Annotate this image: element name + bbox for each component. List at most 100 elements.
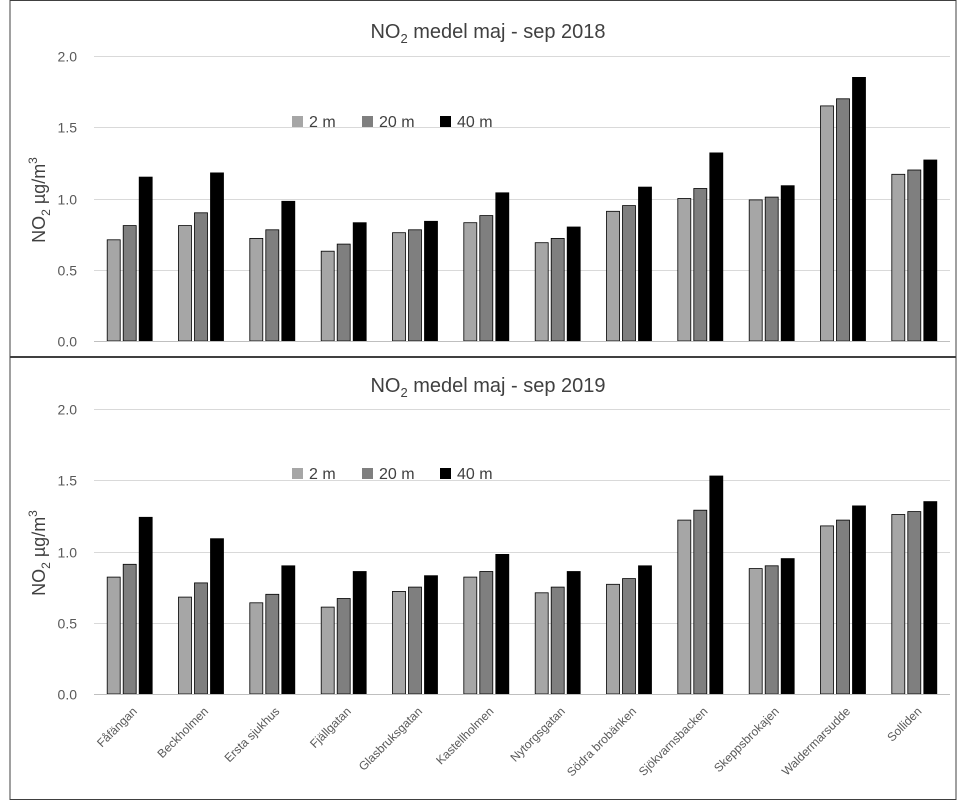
- bar-20m: [764, 565, 779, 695]
- bar-40m: [566, 571, 581, 695]
- bar-2m: [392, 232, 406, 342]
- bar-40m: [852, 505, 866, 695]
- legend-swatch-40m: [440, 468, 451, 479]
- bar-40m: [424, 220, 438, 342]
- legend-label-20m: 20 m: [379, 114, 415, 131]
- y-ticks: 0.0 0.5 1.0 1.5 2.0: [58, 49, 78, 350]
- bar-40m: [495, 554, 510, 695]
- bar-2m: [178, 225, 192, 342]
- bar-40m: [780, 558, 795, 695]
- bar-40m: [352, 222, 367, 342]
- legend: 2 m 20 m 40 m: [292, 114, 493, 131]
- chart-title: NO2 medel maj - sep 2018: [370, 21, 605, 46]
- gridlines: [94, 409, 950, 624]
- legend-label-20m: 20 m: [379, 466, 415, 483]
- bar-20m: [764, 196, 779, 342]
- bar-40m: [638, 565, 652, 695]
- bar-2m: [606, 583, 620, 695]
- bar-20m: [907, 511, 922, 695]
- bar-20m: [693, 188, 708, 342]
- bar-40m: [566, 226, 581, 342]
- bar-20m: [550, 237, 565, 342]
- bar-20m: [336, 598, 351, 695]
- bar-2m: [249, 237, 264, 342]
- bar-40m: [210, 538, 224, 695]
- y-tick-label: 0.0: [58, 687, 78, 703]
- bar-20m: [693, 509, 708, 695]
- bar-2m: [178, 596, 192, 695]
- y-tick-label: 0.5: [58, 616, 78, 632]
- legend-swatch-2m: [292, 468, 303, 479]
- bar-40m: [281, 200, 296, 342]
- bar-20m: [336, 243, 351, 342]
- bar-40m: [424, 575, 438, 695]
- bar-2m: [106, 576, 121, 695]
- legend-swatch-20m: [362, 468, 373, 479]
- bar-40m: [495, 192, 510, 342]
- y-ticks: 0.0 0.5 1.0 1.5 2.0: [58, 402, 78, 703]
- bar-2m: [534, 592, 549, 695]
- bar-40m: [709, 475, 724, 695]
- bar-20m: [550, 586, 565, 695]
- bar-40m: [852, 77, 866, 342]
- bar-40m: [923, 159, 938, 342]
- bar-2m: [677, 198, 692, 342]
- legend-label-2m: 2 m: [309, 114, 336, 131]
- bar-20m: [122, 225, 137, 342]
- bar-20m: [836, 519, 850, 695]
- bar-20m: [836, 98, 850, 342]
- chart-2018: 0.0 0.5 1.0 1.5 2.0 NO2 medel maj - sep 2018…: [26, 21, 950, 350]
- bar-40m: [138, 516, 153, 695]
- bar-20m: [194, 582, 208, 695]
- gridlines: [94, 56, 950, 271]
- bars: [106, 77, 938, 342]
- bar-40m: [709, 152, 724, 342]
- bar-20m: [622, 578, 636, 695]
- bar-2m: [606, 210, 620, 342]
- bar-40m: [923, 501, 938, 695]
- y-tick-label: 1.5: [58, 120, 78, 136]
- y-tick-label: 0.0: [58, 334, 78, 350]
- bar-2m: [463, 576, 478, 695]
- bar-20m: [479, 571, 494, 695]
- bar-2m: [534, 242, 549, 342]
- legend-label-2m: 2 m: [309, 466, 336, 483]
- bar-20m: [907, 169, 922, 342]
- y-tick-label: 0.5: [58, 263, 78, 279]
- y-axis-label: NO2 µg/m3: [26, 510, 53, 596]
- y-axis-label: NO2 µg/m3: [26, 157, 53, 243]
- bar-2m: [320, 250, 335, 342]
- legend-swatch-2m: [292, 116, 303, 127]
- bar-2m: [820, 525, 834, 695]
- bar-2m: [891, 514, 906, 695]
- bar-40m: [138, 176, 153, 342]
- y-tick-label: 2.0: [58, 49, 78, 65]
- y-tick-label: 1.0: [58, 192, 78, 208]
- bar-2m: [320, 606, 335, 695]
- legend-swatch-40m: [440, 116, 451, 127]
- bar-2m: [249, 602, 264, 695]
- bar-2m: [748, 568, 763, 695]
- bar-40m: [281, 565, 296, 695]
- bar-20m: [408, 229, 422, 342]
- bar-2m: [106, 239, 121, 342]
- chart-title: NO2 medel maj - sep 2019: [370, 375, 605, 400]
- legend-label-40m: 40 m: [457, 114, 493, 131]
- legend-swatch-20m: [362, 116, 373, 127]
- bar-20m: [194, 212, 208, 342]
- bar-40m: [210, 172, 224, 342]
- bar-2m: [677, 519, 692, 695]
- bar-20m: [408, 586, 422, 695]
- bar-20m: [479, 215, 494, 342]
- bar-2m: [891, 173, 906, 342]
- legend: 2 m 20 m 40 m: [292, 466, 493, 483]
- bar-2m: [820, 105, 834, 342]
- bars: [106, 475, 938, 695]
- y-tick-label: 2.0: [58, 402, 78, 418]
- bar-20m: [122, 563, 137, 695]
- y-tick-label: 1.0: [58, 545, 78, 561]
- bar-2m: [463, 222, 478, 342]
- bar-20m: [265, 593, 280, 695]
- bar-40m: [638, 186, 652, 342]
